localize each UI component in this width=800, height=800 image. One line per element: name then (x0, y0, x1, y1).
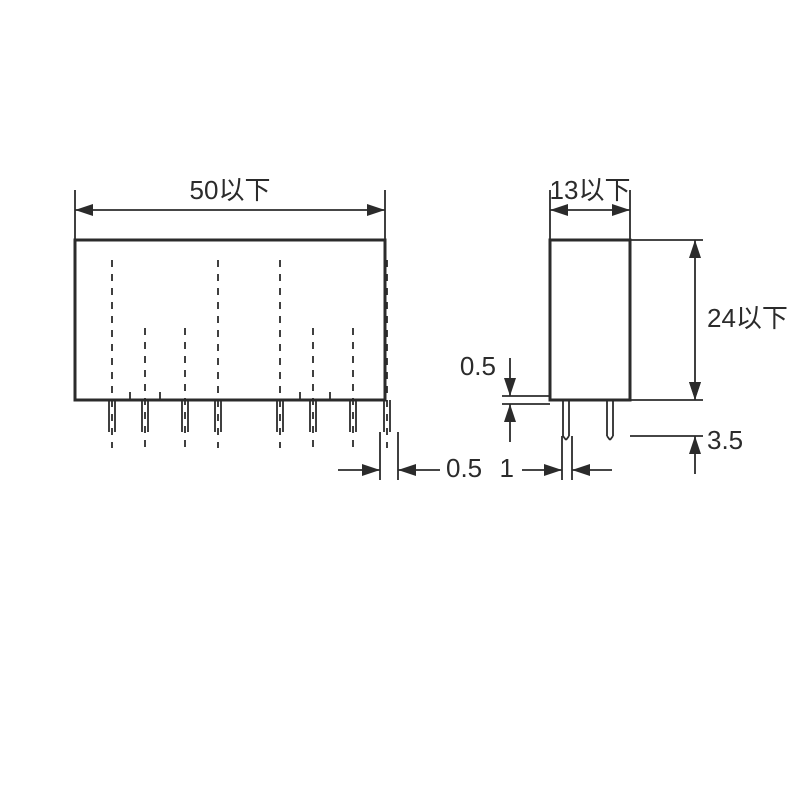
svg-text:1: 1 (500, 453, 514, 483)
svg-text:3.5: 3.5 (707, 425, 743, 455)
svg-text:0.5: 0.5 (460, 351, 496, 381)
svg-text:13以下: 13以下 (550, 175, 631, 205)
svg-text:50以下: 50以下 (190, 175, 271, 205)
technical-drawing: 50以下 0.5 13以下 24以下 3.5 1 0.5 (0, 0, 800, 800)
svg-text:24以下: 24以下 (707, 303, 788, 333)
svg-text:0.5: 0.5 (446, 453, 482, 483)
